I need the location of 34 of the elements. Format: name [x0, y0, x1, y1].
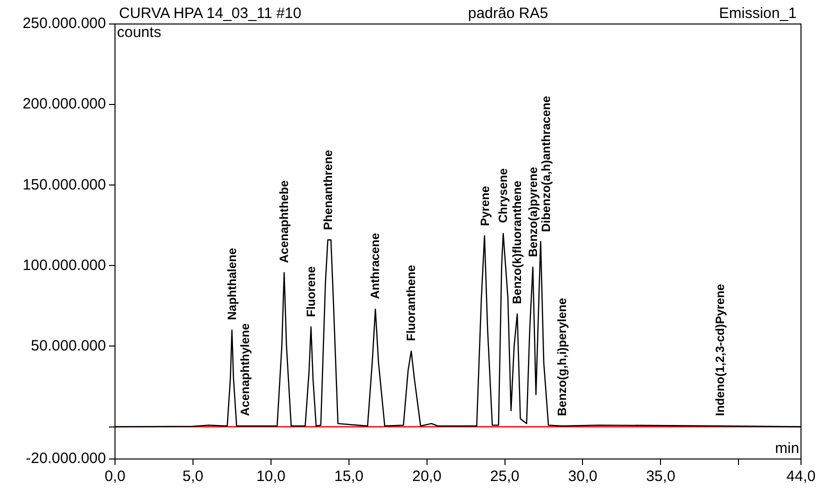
text: Emission_1 — [719, 5, 797, 22]
annotation: Acenaphthylene — [238, 323, 252, 416]
y-tick-label: 100.000.000 — [22, 256, 106, 274]
annotation: Anthracene — [368, 233, 382, 300]
chart-subtitle: padrão RA5 — [468, 5, 548, 22]
x-axis-title: min — [775, 440, 800, 457]
x-tick-label: 44,0 — [786, 468, 816, 486]
x-tick-label: 25,0 — [490, 468, 520, 486]
annotation: Acenaphthebe — [277, 180, 292, 263]
y-tick-label: 50.000.000 — [30, 337, 106, 354]
annotation: Chrysene — [496, 168, 510, 224]
x-tick-label: 30,0 — [568, 468, 598, 486]
annotation: Benzo(k)fluoranthene — [510, 180, 524, 304]
y-axis-title: counts — [117, 24, 162, 41]
annotation: Fluorene — [304, 266, 318, 317]
annotation: Naphthalene — [224, 248, 239, 320]
x-tick-label: 35,0 — [646, 468, 676, 486]
x-tick-label: 20,0 — [412, 468, 442, 486]
annotation: Fluoranthene — [404, 265, 418, 342]
x-tick-label: 0,0 — [104, 468, 126, 486]
y-tick-label: -20.000.000 — [26, 450, 106, 468]
annotation: Indeno(1,2,3-cd)Pyrene — [712, 284, 727, 416]
x-tick-label: 5,0 — [182, 468, 204, 486]
annotation: Dibenzo(a,h)anthracene — [538, 95, 553, 232]
annotation: Benzo(a)pyrene — [526, 167, 540, 258]
y-tick-label: 150.000.000 — [22, 176, 106, 194]
annotation: Pyrene — [478, 186, 492, 226]
annotation: Benzo(g,h,i)perylene — [555, 298, 570, 416]
y-tick-label: 250.000.000 — [22, 15, 106, 32]
x-tick-label: 15,0 — [334, 468, 364, 486]
annotation: Phenanthrene — [320, 150, 335, 230]
chart-title: CURVA HPA 14_03_11 #10 — [119, 5, 302, 22]
y-tick-label: 200.000.000 — [22, 96, 106, 113]
x-tick-label: 10,0 — [256, 468, 286, 486]
